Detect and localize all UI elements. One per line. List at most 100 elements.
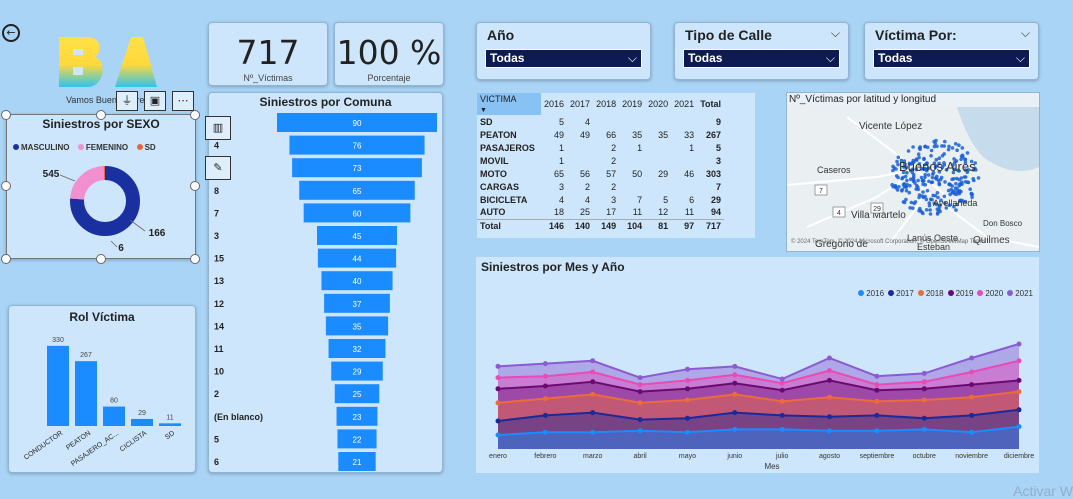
data-point[interactable]: [779, 387, 785, 393]
data-point[interactable]: [732, 363, 738, 369]
rol-bar[interactable]: [75, 361, 97, 426]
data-point[interactable]: [590, 369, 596, 375]
comuna-bar[interactable]: [289, 135, 425, 155]
data-point[interactable]: [542, 383, 548, 389]
data-point[interactable]: [779, 376, 785, 382]
area-series-2020[interactable]: [498, 360, 1019, 449]
focus-mode-icon[interactable]: ▣: [144, 91, 166, 111]
data-point[interactable]: [495, 418, 501, 424]
resize-handle[interactable]: [1, 254, 11, 264]
data-point[interactable]: [1016, 377, 1022, 383]
data-point[interactable]: [827, 428, 832, 434]
matrix-corner-header[interactable]: VICTIMA ▼: [477, 93, 541, 115]
data-point[interactable]: [542, 429, 548, 435]
monthly-chart-card[interactable]: Siniestros por Mes y Año 2016 2017 2018 201…: [476, 257, 1039, 473]
legend-item[interactable]: 2020: [977, 289, 1003, 298]
comuna-bar[interactable]: [338, 452, 376, 471]
data-point[interactable]: [732, 426, 738, 432]
data-point[interactable]: [542, 361, 548, 367]
data-point[interactable]: [732, 380, 738, 386]
data-point[interactable]: [779, 398, 785, 404]
slicer-dropdown[interactable]: Todas ⌵: [873, 49, 1030, 68]
donut-slice[interactable]: [70, 166, 140, 236]
comuna-bar[interactable]: [325, 316, 389, 336]
more-options-icon[interactable]: ⋯: [172, 91, 194, 111]
matrix-row[interactable]: MOTO 65 56 57 50 29 46 303: [477, 167, 724, 180]
matrix-row[interactable]: BICICLETA 4 4 3 7 5 6 29: [477, 193, 724, 206]
victima-matrix[interactable]: VICTIMA ▼ 2016 2017 2018 2019 2020 2021 Total S…: [477, 93, 755, 238]
comuna-bar[interactable]: [317, 226, 397, 245]
data-point[interactable]: [637, 428, 643, 434]
data-point[interactable]: [827, 355, 832, 361]
data-point[interactable]: [542, 373, 548, 379]
data-point[interactable]: [874, 412, 880, 418]
matrix-row[interactable]: PEATON 49 49 66 35 35 33 267: [477, 128, 724, 141]
data-point[interactable]: [921, 415, 927, 421]
data-point[interactable]: [685, 386, 690, 392]
area-series-2016[interactable]: [498, 426, 1019, 449]
data-point[interactable]: [590, 358, 596, 364]
data-point[interactable]: [637, 400, 643, 406]
comuna-bar[interactable]: [292, 158, 422, 178]
data-point[interactable]: [1016, 389, 1022, 395]
slicer-dropdown[interactable]: Todas ⌵: [683, 49, 840, 68]
comuna-bar[interactable]: [317, 248, 397, 268]
matrix-row[interactable]: AUTO 18 25 17 11 12 11 94: [477, 206, 724, 219]
resize-handle[interactable]: [1, 110, 11, 120]
data-point[interactable]: [495, 375, 501, 381]
data-point[interactable]: [969, 382, 975, 388]
data-point[interactable]: [779, 380, 785, 386]
data-point[interactable]: [969, 412, 975, 418]
data-point[interactable]: [921, 397, 927, 403]
data-point[interactable]: [827, 414, 832, 420]
legend-item[interactable]: 2017: [888, 289, 914, 298]
comuna-bar[interactable]: [299, 180, 415, 200]
data-point[interactable]: [1016, 407, 1022, 413]
data-point[interactable]: [921, 426, 927, 432]
data-point[interactable]: [921, 379, 927, 385]
data-point[interactable]: [779, 412, 785, 418]
data-point[interactable]: [827, 368, 832, 374]
matrix-row[interactable]: MOVIL 1 2 3: [477, 154, 724, 167]
matrix-row[interactable]: PASAJEROS 1 2 1 1 5: [477, 141, 724, 154]
matrix-row[interactable]: CARGAS 3 2 2 7: [477, 180, 724, 193]
resize-handle[interactable]: [190, 110, 200, 120]
comuna-bar[interactable]: [277, 113, 437, 132]
data-point[interactable]: [685, 397, 690, 403]
comuna-bar[interactable]: [337, 429, 377, 449]
data-point[interactable]: [590, 391, 596, 397]
data-point[interactable]: [590, 379, 596, 385]
resize-handle[interactable]: [190, 254, 200, 264]
area-series-2018[interactable]: [498, 391, 1019, 449]
data-point[interactable]: [969, 369, 975, 375]
resize-handle[interactable]: [96, 254, 106, 264]
legend-item[interactable]: 2021: [1007, 289, 1033, 298]
comuna-bar[interactable]: [336, 406, 378, 426]
sexo-chart-card[interactable]: Siniestros por SEXO MASCULINO FEMENINO S…: [6, 114, 196, 259]
data-point[interactable]: [732, 391, 738, 397]
data-point[interactable]: [874, 382, 880, 388]
chevron-down-icon[interactable]: ⌵: [830, 26, 840, 40]
comuna-chart-card[interactable]: Siniestros por Comuna 901764739658607453…: [208, 92, 443, 473]
data-point[interactable]: [874, 428, 880, 434]
data-point[interactable]: [827, 377, 832, 383]
data-point[interactable]: [969, 429, 975, 435]
data-point[interactable]: [685, 366, 690, 372]
data-point[interactable]: [969, 394, 975, 400]
data-point[interactable]: [874, 373, 880, 379]
data-point[interactable]: [1016, 424, 1022, 430]
resize-handle[interactable]: [96, 110, 106, 120]
data-point[interactable]: [637, 417, 643, 423]
data-point[interactable]: [495, 432, 501, 438]
data-point[interactable]: [495, 363, 501, 369]
comuna-bar[interactable]: [303, 203, 411, 223]
data-point[interactable]: [969, 355, 975, 361]
filter-icon[interactable]: ⏚: [116, 91, 138, 111]
data-point[interactable]: [874, 387, 880, 393]
data-point[interactable]: [495, 386, 501, 392]
legend-item[interactable]: 2019: [947, 289, 973, 298]
data-point[interactable]: [874, 398, 880, 404]
data-point[interactable]: [542, 396, 548, 402]
rol-bar[interactable]: [159, 423, 181, 426]
data-point[interactable]: [732, 410, 738, 416]
